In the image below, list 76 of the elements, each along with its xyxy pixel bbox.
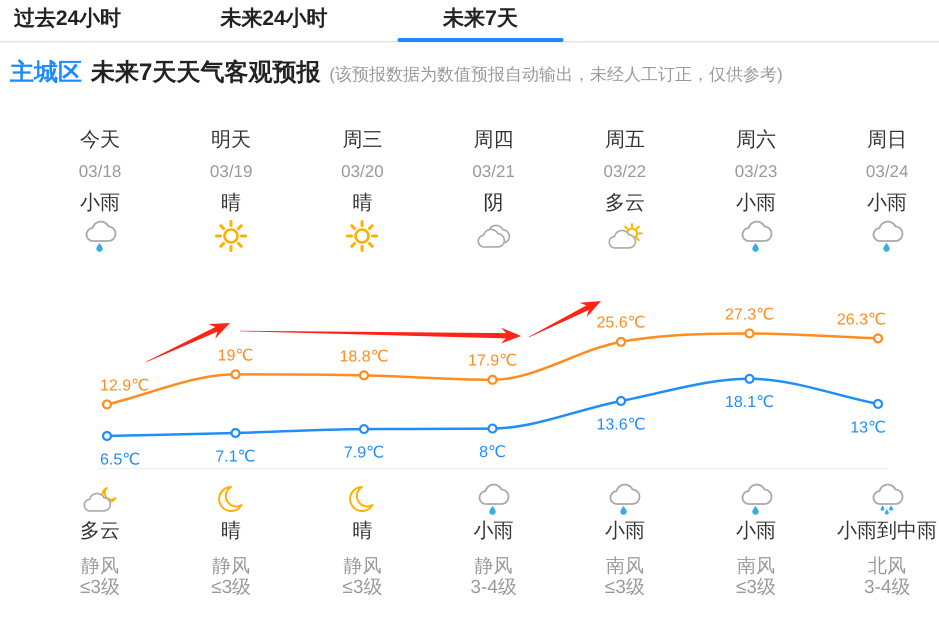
text: 静风 — [81, 554, 119, 578]
chart-subtitle: 未来7天天气客观预报 — [91, 58, 320, 88]
data-label: 17.9℃ — [468, 352, 518, 370]
point — [358, 370, 370, 380]
point — [872, 398, 884, 410]
text: 晴 — [221, 519, 242, 543]
text: 03/21 — [472, 162, 515, 182]
text: 3-4级 — [470, 576, 517, 598]
text: ≤3级 — [211, 576, 252, 598]
point — [872, 333, 884, 344]
text: 小雨 — [736, 519, 776, 543]
x-tick-label: 明天 — [211, 128, 252, 152]
text: 静风 — [212, 554, 250, 578]
text: 3-4级 — [864, 576, 910, 598]
point — [487, 423, 498, 434]
x-tick-label: 周五 — [604, 128, 645, 152]
data-label: 19℃ — [218, 347, 254, 364]
text: 03/22 — [604, 162, 646, 182]
point — [102, 430, 112, 442]
x-tick-label: 今天 — [80, 128, 120, 152]
data-label: 25.6℃ — [596, 314, 646, 332]
point — [102, 399, 112, 410]
text: 小雨 — [867, 191, 908, 215]
point — [487, 374, 498, 385]
text: 03/23 — [734, 162, 778, 182]
x-tick-label: 周四 — [474, 128, 514, 152]
text: 北风 — [868, 554, 906, 578]
text: 小雨到中雨 — [837, 519, 938, 543]
text: 南风 — [606, 554, 644, 578]
x-tick-label: 周三 — [342, 128, 382, 152]
text: 过去24小时 — [14, 6, 122, 30]
text: ≤3级 — [342, 576, 382, 598]
point — [744, 328, 755, 339]
data-label: 18.1℃ — [724, 394, 774, 412]
text: 小雨 — [80, 191, 120, 215]
data-label: 18.8℃ — [339, 348, 389, 366]
text: 小雨 — [474, 519, 514, 543]
text: 03/24 — [866, 162, 908, 182]
chart-title: 主城区 — [10, 58, 82, 88]
point — [358, 424, 370, 434]
text: 阴 — [484, 191, 504, 215]
data-label: 12.9℃ — [100, 377, 150, 394]
text: 晴 — [221, 191, 242, 215]
point — [230, 369, 241, 380]
data-label: 13.6℃ — [596, 416, 646, 434]
data-label: 8℃ — [479, 444, 506, 461]
text: 03/18 — [78, 162, 122, 182]
text: 晴 — [352, 191, 372, 215]
text: 静风 — [474, 554, 513, 578]
text: 晴 — [352, 519, 372, 543]
point — [230, 428, 241, 438]
text: 多云 — [604, 191, 645, 215]
data-label: 7.9℃ — [344, 444, 384, 462]
text: ≤3级 — [736, 576, 776, 598]
text: 03/19 — [210, 162, 252, 182]
x-tick-label: 周六 — [736, 128, 776, 152]
data-label: 13℃ — [850, 419, 886, 436]
data-label: 6.5℃ — [100, 451, 140, 468]
text: 多云 — [80, 519, 120, 543]
text: 静风 — [343, 554, 382, 578]
data-label: 26.3℃ — [836, 311, 886, 328]
text: 小雨 — [604, 519, 645, 543]
data-label: 27.3℃ — [724, 306, 774, 324]
text: 南风 — [737, 554, 775, 578]
data-label: 7.1℃ — [215, 448, 256, 466]
text: 小雨 — [736, 191, 776, 215]
text: (该预报数据为数值预报自动输出，未经人工订正，仅供参考) — [329, 64, 783, 86]
point — [744, 374, 755, 384]
text: ≤3级 — [80, 576, 120, 598]
text: ≤3级 — [604, 576, 645, 598]
text: 03/20 — [341, 162, 384, 182]
x-tick-label: 周日 — [867, 128, 908, 152]
text: 未来7天 — [443, 6, 518, 30]
point — [616, 396, 626, 406]
text: 未来24小时 — [220, 6, 328, 30]
point — [616, 336, 626, 347]
